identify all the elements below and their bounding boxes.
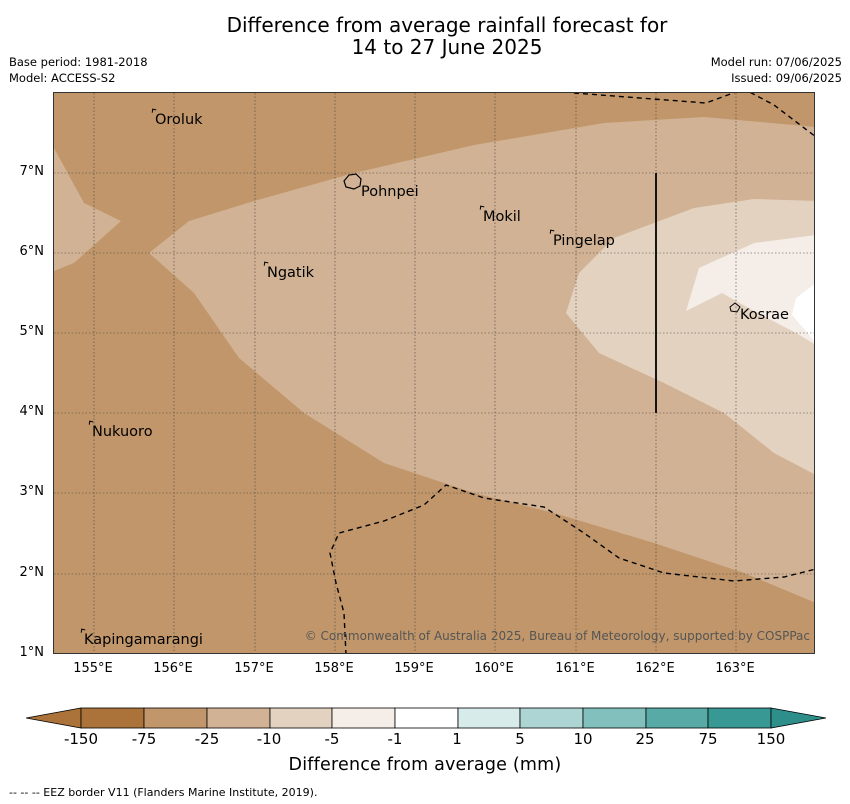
lat-label: 4°N: [19, 404, 45, 419]
place-oroluk: Oroluk: [151, 108, 203, 128]
colorbar-high-extend: [770, 707, 826, 729]
place-kapingamarangi: Kapingamarangi: [80, 628, 203, 648]
kosrae-outline: [729, 302, 741, 313]
lon-label: 163°E: [715, 661, 755, 676]
place-mokil: Mokil: [479, 205, 521, 225]
footer-eez-note: -- -- -- EEZ border V11 (Flanders Marine…: [9, 786, 318, 799]
lat-label: 1°N: [19, 645, 45, 660]
lon-label: 158°E: [314, 661, 354, 676]
title-line-1: Difference from average rainfall forecas…: [226, 13, 668, 37]
lon-label: 162°E: [635, 661, 675, 676]
model-name: Model: ACCESS-S2: [9, 71, 116, 85]
meta-left: Base period: 1981-2018 Model: ACCESS-S2: [9, 54, 148, 86]
chart-title: Difference from average rainfall forecas…: [0, 14, 850, 58]
colorbar: [26, 707, 826, 729]
lat-label: 3°N: [19, 484, 45, 499]
lat-label: 5°N: [19, 324, 45, 339]
colorbar-label: -150: [63, 730, 99, 748]
meta-right: Model run: 07/06/2025 Issued: 09/06/2025: [711, 54, 842, 86]
colorbar-label: 25: [635, 730, 655, 748]
title-line-2: 14 to 27 June 2025: [351, 35, 543, 59]
colorbar-low-extend: [26, 707, 82, 729]
lat-label: 7°N: [19, 164, 45, 179]
lon-label: 155°E: [73, 661, 113, 676]
place-pingelap: Pingelap: [549, 229, 615, 249]
fill-minus-1: [792, 284, 814, 341]
rainfall-map: [53, 92, 815, 654]
fill-minus-5: [686, 235, 814, 344]
colorbar-bins: [80, 707, 772, 729]
colorbar-label: -75: [131, 730, 157, 748]
colorbar-label: -5: [324, 730, 340, 748]
colorbar-label: 150: [756, 730, 786, 748]
fill-minus-25-west: [54, 148, 121, 271]
issued-date: Issued: 09/06/2025: [731, 71, 842, 85]
colorbar-title: Difference from average (mm): [288, 755, 562, 775]
lon-label: 161°E: [555, 661, 595, 676]
colorbar-label: -25: [194, 730, 220, 748]
base-period: Base period: 1981-2018: [9, 55, 148, 69]
eez-border: [329, 93, 814, 653]
model-run: Model run: 07/06/2025: [710, 55, 842, 69]
lon-label: 160°E: [474, 661, 514, 676]
colorbar-label: 5: [515, 730, 525, 748]
colorbar-label: 1: [452, 730, 462, 748]
pohnpei-outline: [343, 173, 362, 190]
place-kosrae: Kosrae: [740, 307, 789, 323]
credit-text: © Commonwealth of Australia 2025, Bureau…: [304, 629, 810, 643]
colorbar-label: -1: [387, 730, 403, 748]
place-pohnpei: Pohnpei: [361, 184, 419, 200]
place-nukuoro: Nukuoro: [88, 420, 153, 440]
colorbar-label: 75: [698, 730, 718, 748]
place-ngatik: Ngatik: [263, 261, 314, 281]
colorbar-label: -10: [256, 730, 282, 748]
map-canvas: [54, 93, 814, 653]
colorbar-label: 10: [573, 730, 593, 748]
lon-label: 159°E: [394, 661, 434, 676]
lat-label: 2°N: [19, 565, 45, 580]
lon-label: 157°E: [234, 661, 274, 676]
lon-label: 156°E: [153, 661, 193, 676]
lat-label: 6°N: [19, 244, 45, 259]
